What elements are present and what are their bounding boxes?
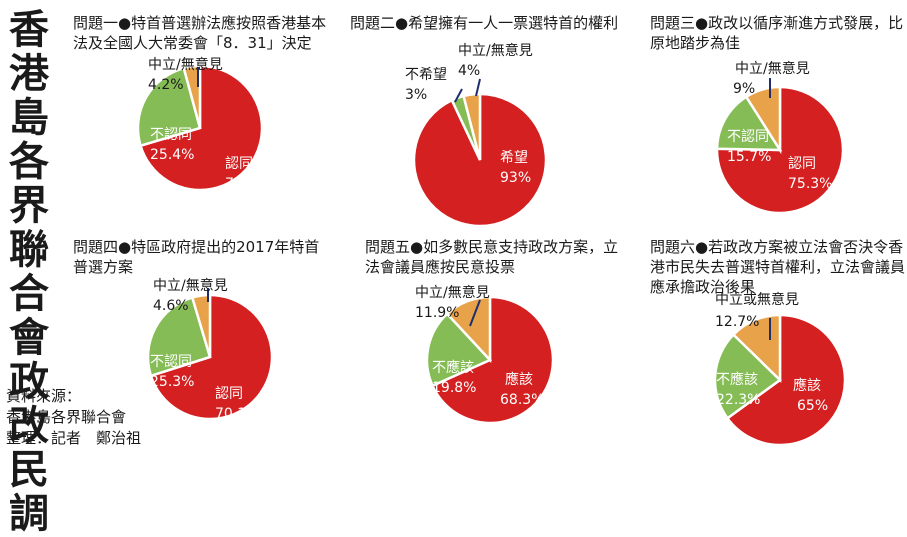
- slice-label: 不認同: [727, 129, 769, 145]
- main-title-char: 改: [9, 402, 49, 449]
- question-title-3: 問題三●政改以循序漸進方式發展，比 原地踏步為佳: [650, 13, 903, 53]
- question-title-line: 問題四●特區政府提出的2017年特首: [73, 238, 320, 256]
- pie-slice-green: [136, 66, 202, 148]
- slice-value: 19.8%: [432, 380, 476, 396]
- slice-value: 70.1%: [215, 406, 259, 422]
- slice-value: 65%: [797, 398, 828, 414]
- slice-value: 25.4%: [150, 147, 194, 163]
- slice-value: 22.3%: [716, 392, 760, 408]
- slice-value: 25.3%: [150, 374, 194, 390]
- slice-label: 認同: [225, 156, 253, 172]
- pie-chart-2: 希望 93% 不希望 3% 中立/無意見 4%: [405, 42, 548, 228]
- slice-label: 中立/無意見: [153, 277, 228, 294]
- source-line-2: 香港島各界聯合會: [6, 408, 127, 426]
- question-title-line: 問題五●如多數民意支持政改方案，立: [365, 238, 619, 256]
- slice-label: 中立/無意見: [148, 56, 223, 73]
- pie-chart-6: 應該 65% 不應該 22.3% 中立或無意見 12.7%: [713, 291, 847, 447]
- source-note: 資料來源： 香港島各界聯合會 整理：記者 鄭治祖: [6, 386, 141, 449]
- question-title-line: 問題三●政改以循序漸進方式發展，比: [650, 14, 904, 32]
- slice-label: 不認同: [150, 127, 192, 143]
- question-title-line: 問題六●若政改方案被立法會否決令香: [650, 238, 904, 256]
- main-title-char: 島: [9, 94, 49, 141]
- slice-label: 應該: [793, 377, 821, 394]
- question-title-6: 問題六●若政改方案被立法會否決令香 港市民失去普選特首權利，立法會議員 應承擔政治後…: [650, 237, 905, 297]
- question-title-line: 普選方案: [73, 258, 134, 276]
- slice-value: 12.7%: [715, 314, 759, 330]
- pie-slice-orange: [731, 313, 782, 383]
- main-title-char: 各: [9, 138, 49, 185]
- pie-slice-red: [430, 295, 555, 425]
- pie-charts: 認同 70.4% 不認同 25.4% 中立/無意見 4.2% 希望 93% 不希望 3% 中立/無意…: [136, 42, 847, 447]
- source-line-1: 資料來源：: [6, 387, 82, 405]
- slice-value: 70.4%: [225, 176, 269, 192]
- slice-value: 93%: [500, 170, 531, 186]
- slice-value: 4.6%: [153, 298, 189, 314]
- slice-label: 中立/無意見: [735, 60, 810, 77]
- pie-slice-orange: [445, 295, 492, 364]
- main-title: 香港島各界聯合會政改民調: [6, 8, 52, 536]
- slice-value: 4%: [458, 63, 480, 79]
- main-title-char: 政: [9, 358, 49, 405]
- slice-label: 中立/無意見: [458, 42, 533, 59]
- question-title-line: 法會議員應按民意投票: [365, 258, 516, 276]
- question-title-4: 問題四●特區政府提出的2017年特首 普選方案: [73, 237, 319, 277]
- pie-chart-1: 認同 70.4% 不認同 25.4% 中立/無意見 4.2%: [136, 56, 269, 192]
- slice-value: 11.9%: [415, 305, 459, 321]
- slice-value: 9%: [733, 81, 755, 97]
- slice-label: 應該: [505, 371, 533, 388]
- slice-label: 中立/無意見: [415, 284, 490, 301]
- main-title-char: 會: [9, 314, 49, 361]
- question-title-5: 問題五●如多數民意支持政改方案，立 法會議員應按民意投票: [365, 237, 618, 277]
- question-title-line: 港市民失去普選特首權利，立法會議員: [650, 258, 906, 276]
- slice-label: 中立或無意見: [715, 291, 799, 308]
- pie-chart-3: 認同 75.3% 不認同 15.7% 中立/無意見 9%: [715, 60, 845, 215]
- slice-value: 15.7%: [727, 149, 771, 165]
- pie-slice-red: [725, 313, 847, 447]
- question-title-2: 問題二●希望擁有一人一票選特首的權利: [350, 13, 618, 33]
- question-title-line: 原地踏步為佳: [650, 34, 741, 52]
- slice-label: 不希望: [405, 67, 447, 83]
- leader-line: [454, 88, 463, 103]
- question-title-1: 問題一●特首普選辦法應按照香港基本 法及全國人大常委會「8．31」決定: [73, 13, 326, 53]
- question-title-line: 問題一●特首普選辦法應按照香港基本: [73, 14, 327, 32]
- pie-slice-orange: [744, 85, 782, 155]
- question-title-line: 問題二●希望擁有一人一票選特首的權利: [350, 14, 619, 32]
- slice-value: 3%: [405, 87, 427, 103]
- slice-value: 68.3%: [500, 392, 544, 408]
- slice-label: 不應該: [716, 371, 758, 388]
- slice-label: 認同: [788, 156, 816, 172]
- pie-slice-green: [146, 296, 212, 378]
- slice-label: 認同: [215, 386, 243, 402]
- pie-slice-red: [715, 85, 845, 215]
- main-title-char: 香: [9, 6, 49, 53]
- leader-line: [469, 299, 481, 327]
- main-title-char: 調: [9, 490, 49, 537]
- pie-slice-red: [149, 293, 274, 421]
- slice-value: 75.3%: [788, 176, 832, 192]
- main-title-char: 聯: [9, 226, 49, 273]
- pie-slice-orange: [190, 293, 212, 358]
- pie-slice-orange: [462, 92, 482, 161]
- source-line-3: 整理：記者 鄭治祖: [6, 429, 142, 447]
- main-title-char: 合: [9, 270, 49, 317]
- pie-chart-4: 認同 70.1% 不認同 25.3% 中立/無意見 4.6%: [146, 277, 274, 422]
- main-title-char: 界: [9, 182, 49, 229]
- slice-label: 希望: [500, 150, 528, 166]
- pie-slice-green: [713, 332, 782, 420]
- pie-slice-green: [715, 95, 783, 152]
- slice-label: 不應該: [432, 359, 474, 376]
- leader-line: [475, 78, 481, 97]
- pie-chart-5: 應該 68.3% 不應該 19.8% 中立/無意見 11.9%: [415, 284, 555, 425]
- question-title-line: 法及全國人大常委會「8．31」決定: [73, 34, 312, 52]
- slice-label: 不認同: [150, 354, 192, 370]
- slice-value: 4.2%: [148, 77, 184, 93]
- main-title-char: 民: [9, 446, 49, 493]
- main-title-char: 港: [9, 50, 49, 97]
- pie-slice-orange: [182, 64, 202, 129]
- question-title-line: 應承擔政治後果: [650, 278, 756, 296]
- pie-slice-green: [425, 312, 493, 388]
